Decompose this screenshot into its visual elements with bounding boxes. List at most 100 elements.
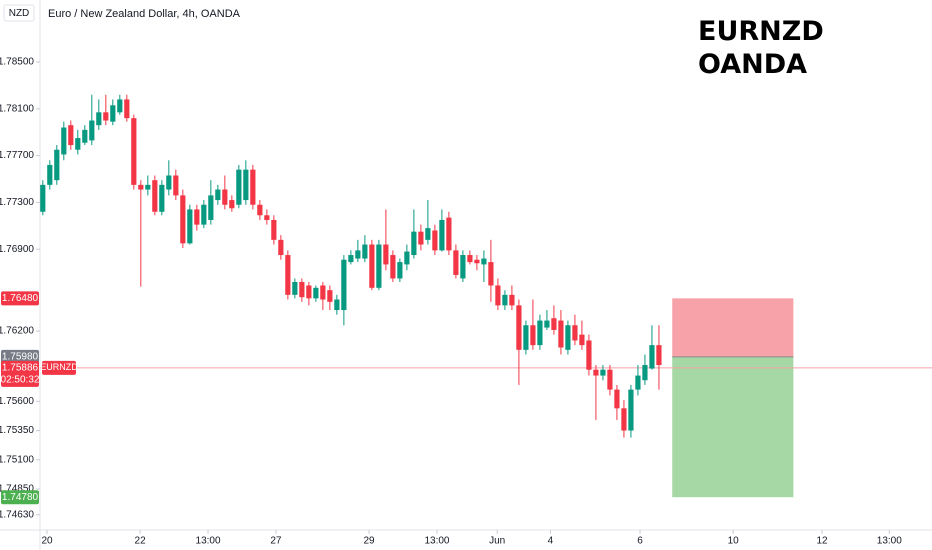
x-tick-label: 27: [270, 536, 282, 547]
candle-body: [418, 231, 424, 245]
candle-body: [656, 345, 662, 366]
y-tick-label: 1.75350: [0, 425, 34, 436]
candle-body: [47, 164, 53, 185]
x-tick-label: 13:00: [424, 536, 449, 547]
candle-body: [397, 262, 403, 279]
candle-body: [313, 287, 319, 299]
candle-body: [355, 250, 361, 259]
candle-body: [565, 325, 571, 350]
candle-body: [292, 281, 298, 295]
candle-body: [453, 250, 459, 275]
currency[interactable]: NZD: [9, 8, 30, 19]
currency-button[interactable]: [3, 4, 35, 22]
candle-body: [523, 325, 529, 350]
candle-body: [502, 294, 508, 306]
candle-body: [460, 255, 466, 279]
x-tick-label: 13:00: [877, 536, 902, 547]
y-tick-label: 1.76900: [0, 244, 34, 255]
y-tick-label: 1.74850: [0, 484, 34, 495]
candle-body: [236, 169, 242, 205]
x-tick-label: 13:00: [196, 536, 221, 547]
chart-title: Euro / New Zealand Dollar, 4h, OANDA: [48, 8, 241, 20]
candle-body: [467, 255, 473, 263]
candle-body: [208, 195, 214, 220]
candle-body: [509, 294, 515, 306]
candle-body: [40, 184, 46, 212]
candle-body: [411, 231, 417, 256]
watermark-symbol: EURNZD: [698, 16, 824, 47]
candle-body: [89, 120, 95, 141]
candle-body: [54, 149, 60, 181]
x-tick-label: Jun: [489, 536, 505, 547]
candle-body: [600, 369, 606, 376]
y-tick-label: 1.78500: [0, 57, 34, 68]
candle-body: [425, 228, 431, 240]
last-price-box: [1, 360, 39, 387]
candle-body: [124, 99, 130, 119]
candle-body: [229, 200, 235, 209]
symbol-label: EURNZD: [40, 362, 78, 372]
x-tick-label: 10: [728, 536, 740, 547]
price-label-box: [1, 349, 39, 364]
candle-body: [243, 169, 249, 201]
candle-body: [495, 285, 501, 306]
candle-body: [488, 262, 494, 286]
candle-body: [341, 259, 347, 311]
candle-body: [558, 320, 564, 348]
price-label-box: [1, 490, 39, 505]
last-price-label: 1.75886: [2, 362, 39, 373]
candle-body: [187, 209, 193, 244]
y-tick-label: 1.74630: [0, 509, 34, 520]
candle-body: [383, 244, 389, 265]
candle-body: [551, 318, 557, 330]
candle-body: [257, 204, 263, 216]
x-tick-label: 22: [135, 536, 147, 547]
candle-body: [390, 255, 396, 279]
candle-body: [635, 375, 641, 390]
candle-body: [516, 305, 522, 350]
candle-body: [614, 389, 620, 409]
candle-body: [432, 230, 438, 251]
candle-body: [152, 180, 158, 212]
candle-body: [194, 209, 200, 225]
candle-body: [579, 334, 585, 346]
x-tick-label: 12: [817, 536, 829, 547]
candle-body: [61, 127, 67, 155]
candle-body: [131, 118, 137, 185]
candle-body: [327, 290, 333, 302]
candle-body: [628, 389, 634, 431]
price-label: 1.74780: [2, 492, 39, 503]
candle-body: [180, 195, 186, 244]
x-tick-label: 6: [637, 536, 643, 547]
candle-body: [572, 325, 578, 341]
candle-body: [306, 285, 312, 299]
candle-body: [446, 217, 452, 251]
candle-body: [586, 340, 592, 370]
price-label-box: [1, 291, 39, 306]
price-label: 1.75980: [2, 351, 39, 362]
candle-body: [544, 320, 550, 328]
x-tick-label: 29: [364, 536, 376, 547]
y-tick-label: 1.75100: [0, 454, 34, 465]
candle-body: [474, 259, 480, 264]
watermark-broker: OANDA: [698, 49, 807, 80]
candle-body: [215, 189, 221, 201]
candle-body: [173, 175, 179, 196]
candle-body: [82, 129, 88, 143]
price-label: 1.76480: [2, 293, 39, 304]
candle-body: [75, 138, 81, 150]
y-tick-label: 1.78100: [0, 103, 34, 114]
candle-body: [117, 99, 123, 113]
candle-body: [299, 281, 305, 298]
candle-body: [201, 204, 207, 225]
countdown: 02:50:32: [1, 374, 40, 385]
symbol-tag: [42, 360, 76, 375]
candle-body: [138, 184, 144, 190]
x-tick-label: 20: [41, 536, 53, 547]
candle-body: [145, 184, 151, 190]
y-tick-label: 1.77300: [0, 197, 34, 208]
candle-body: [96, 112, 102, 126]
candle-body: [271, 219, 277, 240]
y-tick-label: 1.75600: [0, 396, 34, 407]
